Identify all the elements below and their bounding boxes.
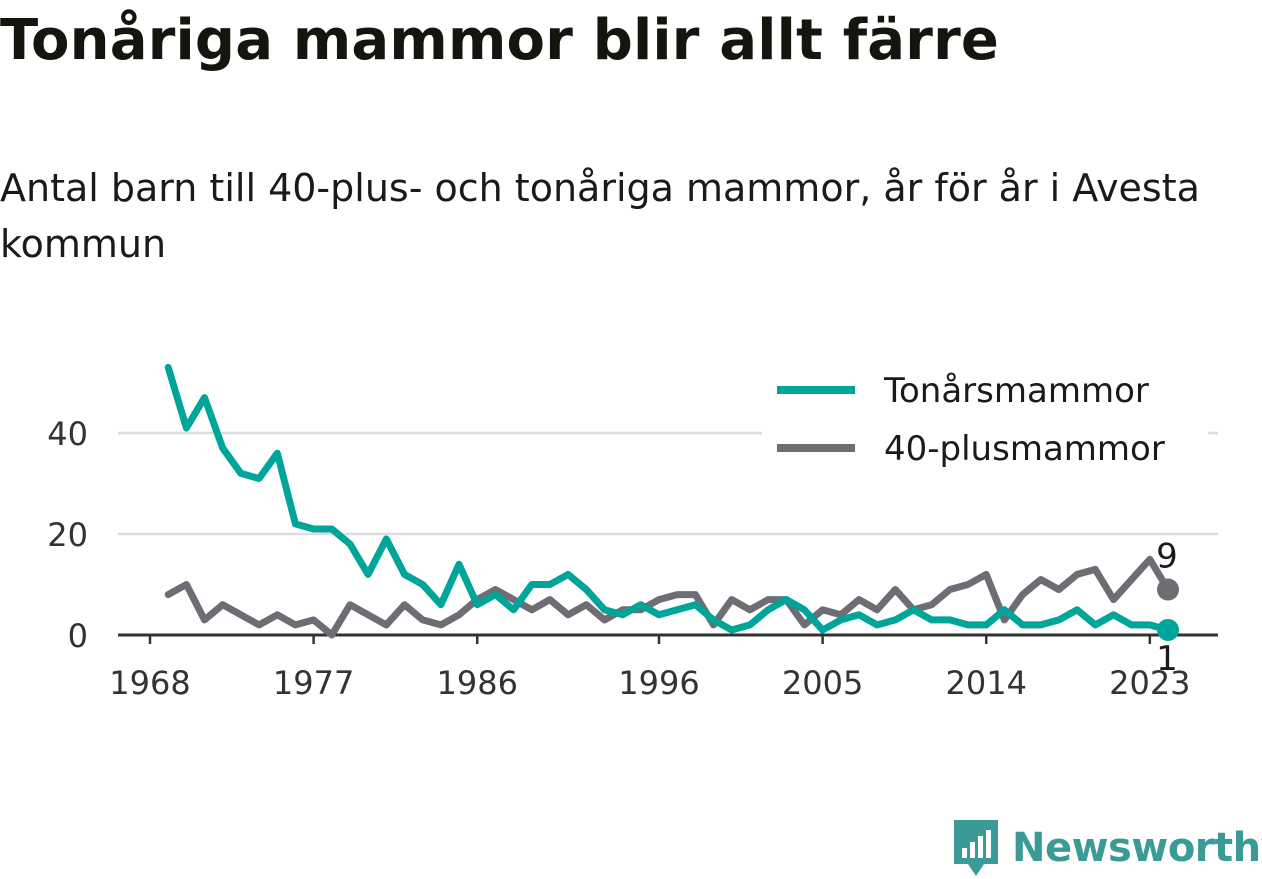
y-tick-label: 40 (47, 415, 88, 453)
series-line-tonarsmammor (164, 363, 1172, 634)
end-point-marker (1157, 618, 1179, 641)
x-tick-label: 2005 (782, 664, 863, 702)
x-tick-label: 2014 (945, 664, 1026, 702)
end-labels: 19 (1156, 537, 1179, 679)
end-value-label: 9 (1156, 537, 1178, 577)
chart-title: Tonåriga mammor blir allt färre (0, 8, 1000, 73)
series-lines (164, 363, 1172, 639)
legend-label: Tonårsmammor (883, 371, 1149, 411)
y-tick-label: 0 (68, 617, 88, 655)
brand-name: Newsworthy (1012, 825, 1262, 871)
x-tick-label: 1977 (273, 664, 354, 702)
legend: Tonårsmammor 40-plusmammor (762, 364, 1208, 476)
newsworthy-bar-chart-icon (954, 820, 998, 876)
chart-subtitle: Antal barn till 40-plus- och tonåriga ma… (0, 166, 1200, 266)
x-tick-label: 1986 (436, 664, 517, 702)
end-value-label: 1 (1156, 639, 1178, 679)
legend-background (762, 364, 1208, 476)
newsworthy-logo: Newsworthy (950, 818, 1262, 878)
legend-label: 40-plusmammor (884, 429, 1165, 469)
end-point-marker (1157, 578, 1179, 601)
axes: 0 20 40 1968 1977 1986 1996 2005 2014 2023 (47, 415, 1218, 702)
x-tick-label: 1968 (109, 664, 190, 702)
y-tick-label: 20 (47, 516, 88, 554)
x-tick-label: 2023 (1109, 664, 1190, 702)
x-tick-label: 1996 (618, 664, 699, 702)
